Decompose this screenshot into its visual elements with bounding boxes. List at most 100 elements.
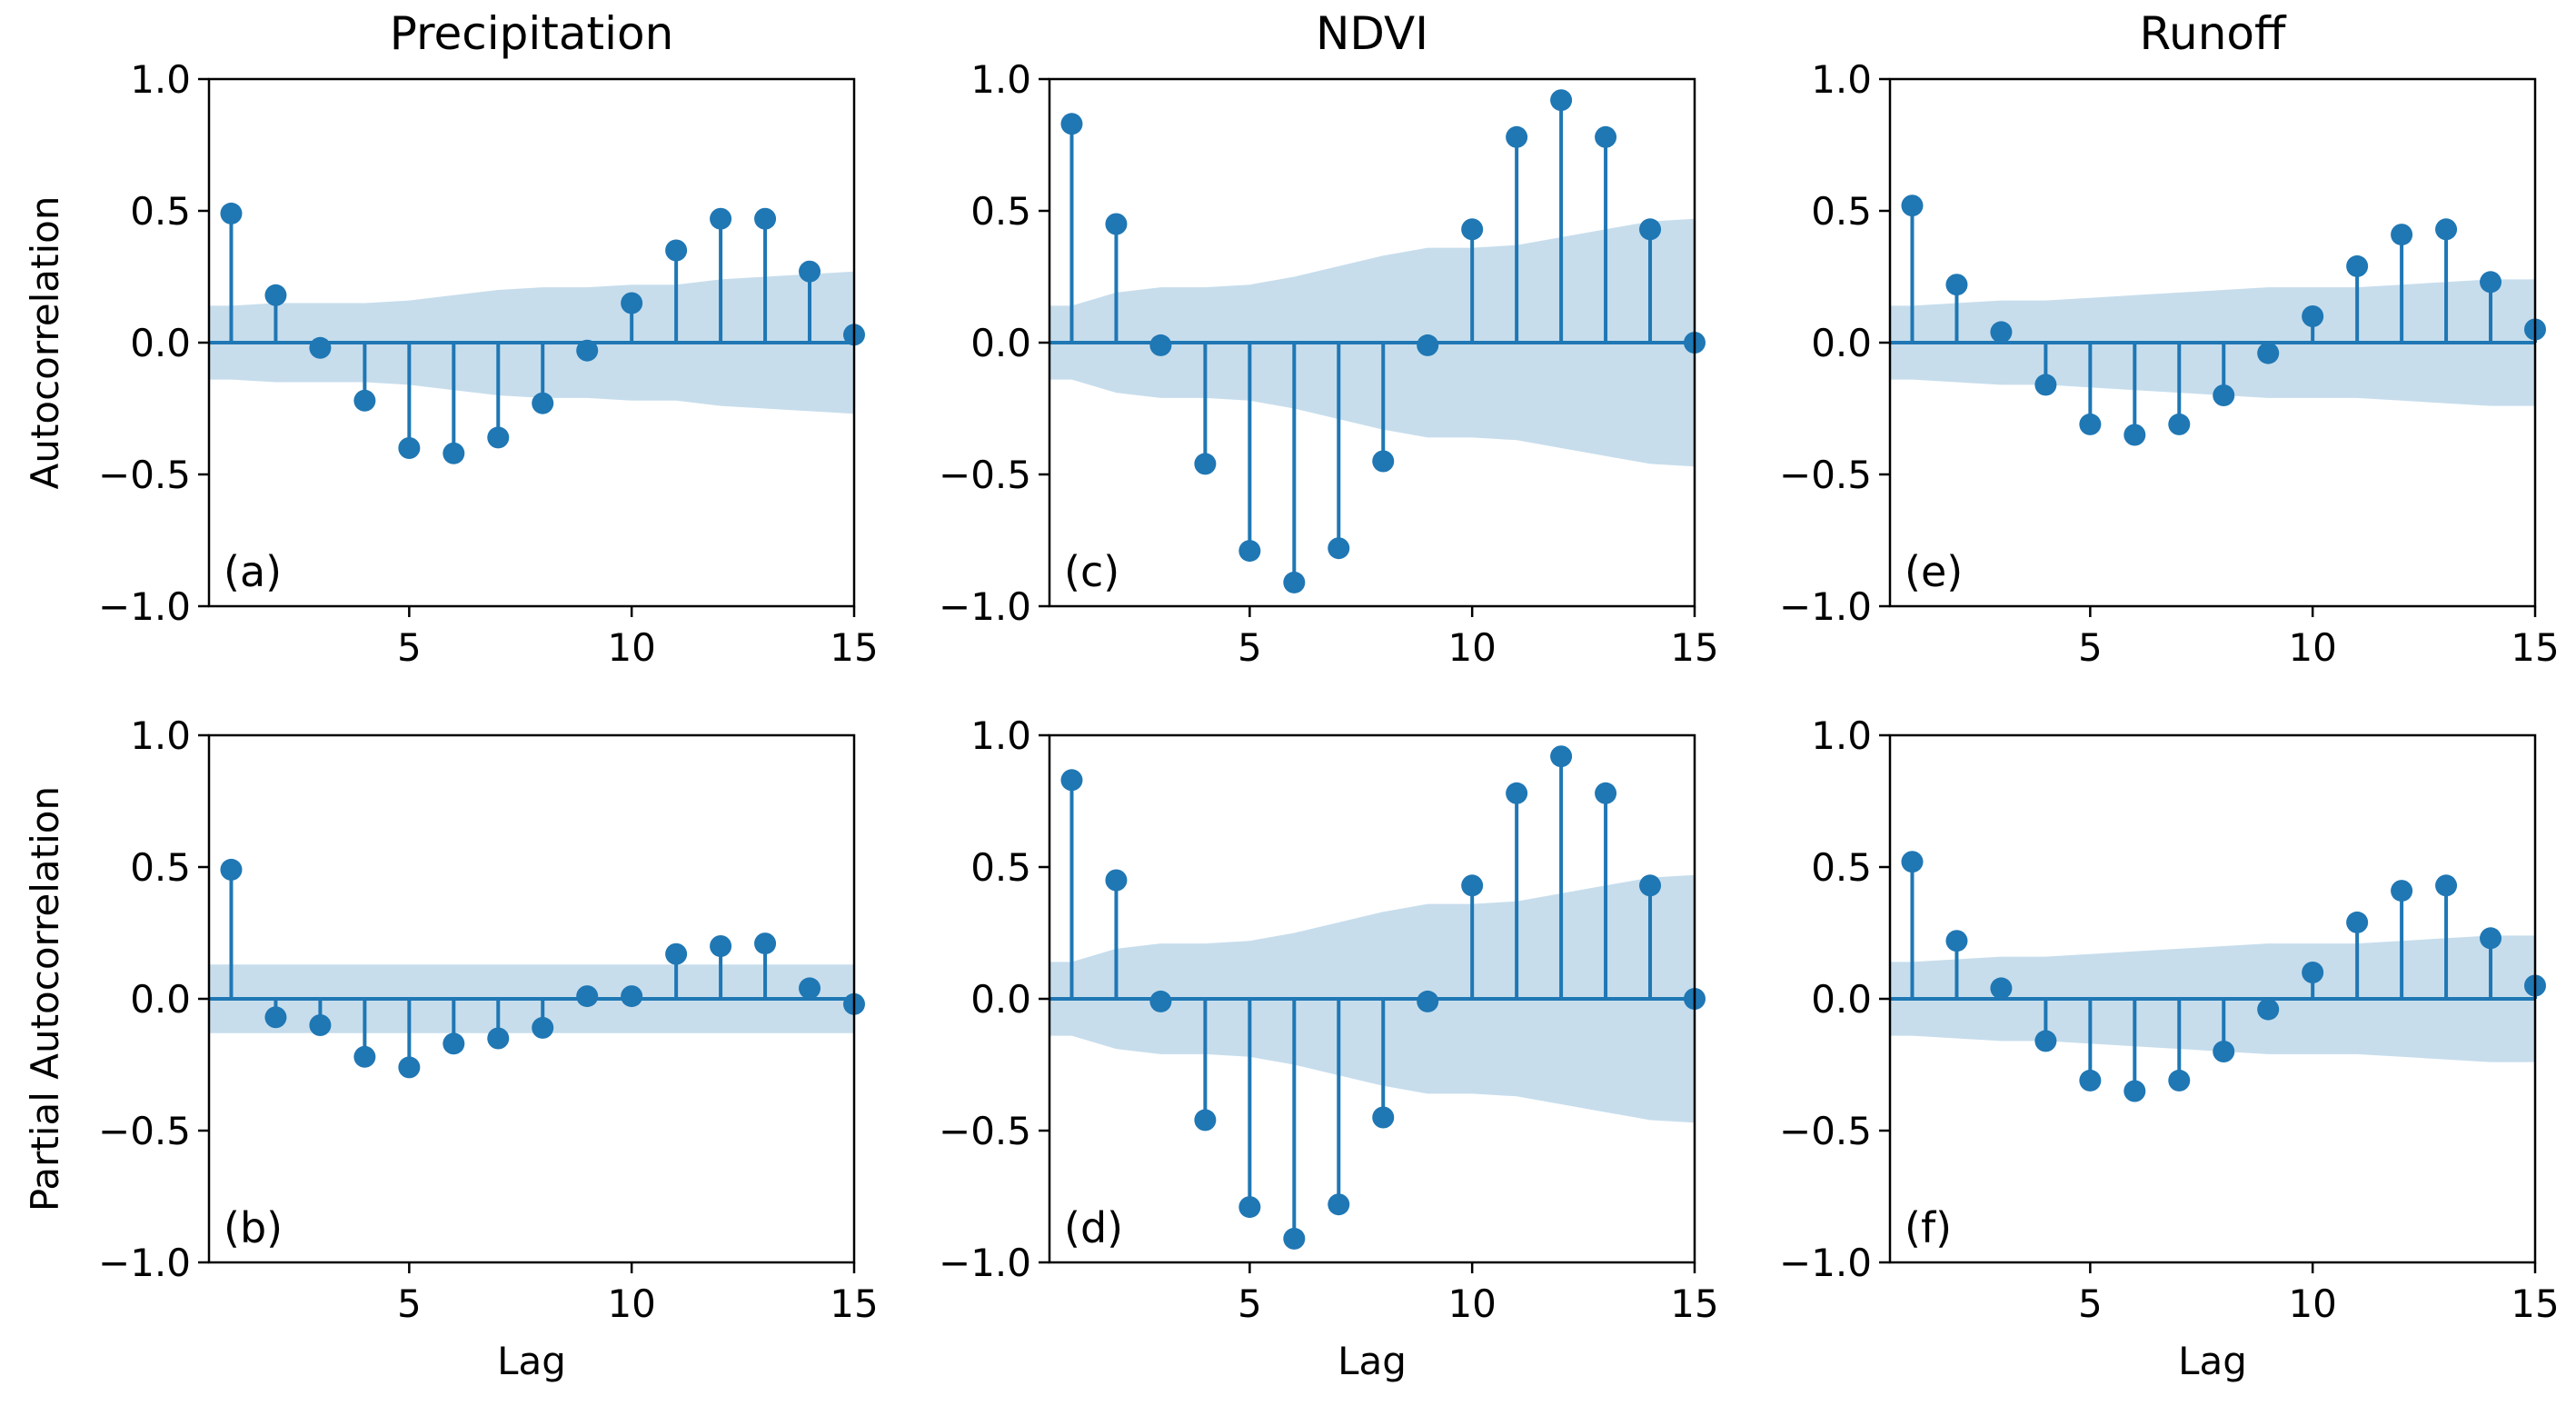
- y-tick-label: 0.0: [130, 977, 191, 1022]
- stem-marker: [1990, 321, 2013, 344]
- y-tick-label: −1.0: [98, 584, 191, 629]
- y-tick-label: 1.0: [970, 713, 1031, 758]
- y-tick-label: −0.5: [939, 453, 1031, 497]
- stem-marker: [1149, 334, 1172, 356]
- stem-marker: [665, 239, 688, 262]
- stem-marker: [220, 202, 243, 224]
- stem-marker: [532, 392, 554, 414]
- stem-marker: [1060, 113, 1083, 135]
- panel-label: (b): [224, 1203, 283, 1252]
- y-tick-label: 1.0: [1811, 57, 1872, 102]
- stem-marker: [2034, 374, 2057, 396]
- stem-marker: [2435, 218, 2458, 241]
- stem-marker: [309, 1014, 332, 1036]
- stem-marker: [754, 207, 777, 230]
- y-tick-label: −0.5: [939, 1109, 1031, 1153]
- y-tick-label: −1.0: [1779, 584, 1872, 629]
- stem-marker: [1283, 1227, 1306, 1250]
- x-tick-label: 5: [1238, 1281, 1262, 1326]
- stem-marker: [1901, 851, 1924, 873]
- x-tick-label: 15: [1670, 625, 1718, 670]
- ylabel-autocorrelation: Autocorrelation: [23, 196, 67, 490]
- panel-f: −1.0 −0.5 0.0 0.5 1.0 5 10 15 (f): [1779, 713, 2560, 1326]
- stem-marker: [2123, 424, 2146, 446]
- stem-marker: [1238, 540, 1261, 563]
- stem-marker: [2123, 1080, 2146, 1102]
- panel-a: −1.0 −0.5 0.0 0.5 1.0 5 10 15 (a): [98, 57, 879, 670]
- y-tick-label: −0.5: [1779, 453, 1872, 497]
- stem-marker: [2391, 224, 2413, 246]
- panel-label: (f): [1905, 1203, 1952, 1252]
- y-tick-label: 0.0: [970, 977, 1031, 1022]
- stem-marker: [398, 437, 421, 459]
- column-title-precipitation: Precipitation: [390, 7, 674, 60]
- stem-marker: [2034, 1030, 2057, 1052]
- y-tick-label: 0.5: [970, 189, 1031, 234]
- stem-marker: [1238, 1196, 1261, 1219]
- stem-marker: [1105, 869, 1128, 892]
- stem-marker: [1461, 218, 1484, 241]
- y-tick-label: −1.0: [1779, 1241, 1872, 1285]
- stem-marker: [2346, 254, 2369, 277]
- stem-marker: [1105, 213, 1128, 235]
- stem-marker: [1461, 874, 1484, 897]
- stem-marker: [2213, 1041, 2235, 1062]
- y-tick-label: 0.0: [1811, 977, 1872, 1022]
- x-tick-label: 15: [2511, 625, 2559, 670]
- panel-e: −1.0 −0.5 0.0 0.5 1.0 5 10 15 (e): [1779, 57, 2560, 670]
- x-tick-label: 5: [397, 1281, 422, 1326]
- stem-marker: [220, 858, 243, 881]
- x-tick-label: 10: [1447, 1281, 1496, 1326]
- y-tick-label: −0.5: [98, 1109, 191, 1153]
- stem-marker: [2302, 962, 2324, 983]
- y-tick-label: −1.0: [98, 1241, 191, 1285]
- x-tick-label: 5: [397, 625, 422, 670]
- y-tick-label: 1.0: [130, 713, 191, 758]
- stem-marker: [309, 336, 332, 359]
- stem-marker: [1328, 537, 1350, 560]
- x-tick-label: 15: [2511, 1281, 2559, 1326]
- y-tick-label: 0.0: [1811, 321, 1872, 365]
- stem-marker: [353, 389, 376, 412]
- stem-marker: [2435, 874, 2458, 897]
- stem-marker: [2168, 413, 2191, 435]
- stem-marker: [1372, 450, 1395, 473]
- stem-marker: [1595, 782, 1617, 804]
- stem-marker: [443, 442, 465, 464]
- xlabel-lag-col3: Lag: [2178, 1339, 2247, 1383]
- stem-marker: [2480, 271, 2502, 294]
- stem-marker: [1060, 769, 1083, 792]
- ylabel-partial-autocorrelation: Partial Autocorrelation: [23, 786, 67, 1212]
- stem-marker: [2079, 413, 2102, 435]
- y-tick-label: −1.0: [939, 584, 1031, 629]
- panel-b: −1.0 −0.5 0.0 0.5 1.0 5 10 15 (b): [98, 713, 879, 1326]
- y-tick-label: 0.5: [130, 189, 191, 234]
- stem-marker: [1417, 334, 1439, 356]
- x-tick-label: 10: [1447, 625, 1496, 670]
- stem-marker: [2480, 927, 2502, 950]
- x-tick-label: 10: [2288, 625, 2336, 670]
- stem-marker: [398, 1056, 421, 1079]
- stem-marker: [1194, 1109, 1217, 1132]
- stem-marker: [2302, 305, 2324, 327]
- stem-marker: [621, 292, 643, 314]
- x-tick-label: 5: [2078, 625, 2103, 670]
- y-tick-label: 0.0: [130, 321, 191, 365]
- panel-label: (a): [224, 547, 282, 596]
- stem-marker: [532, 1016, 554, 1039]
- x-tick-label: 15: [830, 625, 878, 670]
- y-tick-label: −1.0: [939, 1241, 1031, 1285]
- panel-label: (e): [1905, 547, 1963, 596]
- y-tick-label: −0.5: [98, 453, 191, 497]
- xlabel-lag-col1: Lag: [497, 1339, 566, 1383]
- stem-marker: [1417, 990, 1439, 1012]
- x-tick-label: 10: [607, 625, 655, 670]
- panel-label: (c): [1064, 547, 1119, 596]
- stem-marker: [443, 1032, 465, 1055]
- column-title-runoff: Runoff: [2140, 7, 2287, 60]
- stem-marker: [1945, 274, 1968, 296]
- stem-marker: [1194, 453, 1217, 475]
- x-tick-label: 15: [1670, 1281, 1718, 1326]
- stem-marker: [1639, 218, 1662, 241]
